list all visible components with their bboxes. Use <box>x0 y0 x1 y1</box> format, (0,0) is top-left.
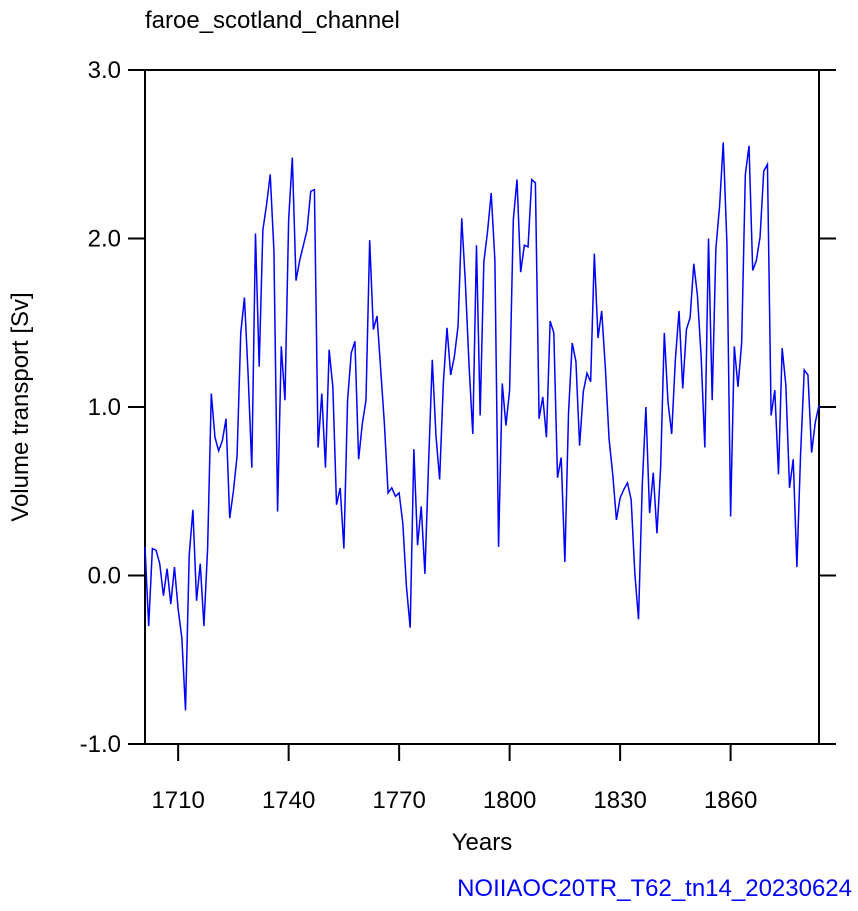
x-tick-label: 1770 <box>372 787 425 814</box>
x-tick-label: 1800 <box>483 787 536 814</box>
plot-frame <box>144 69 820 745</box>
x-tick-label: 1830 <box>593 787 646 814</box>
data-line <box>144 142 820 711</box>
y-tick-label: 3.0 <box>88 57 121 84</box>
y-tick-label: 1.0 <box>88 394 121 421</box>
x-tick-label: 1710 <box>151 787 204 814</box>
y-tick-label: -1.0 <box>80 731 121 758</box>
y-axis-label: Volume transport [Sv] <box>7 292 34 521</box>
y-tick-label: 2.0 <box>88 226 121 253</box>
x-tick-label: 1740 <box>262 787 315 814</box>
annotation: NOIIAOC20TR_T62_tn14_20230624 <box>457 875 852 902</box>
y-tick-label: 0.0 <box>88 563 121 590</box>
x-tick-label: 1860 <box>704 787 757 814</box>
chart-title: faroe_scotland_channel <box>145 7 400 34</box>
x-axis-label: Years <box>452 829 513 856</box>
